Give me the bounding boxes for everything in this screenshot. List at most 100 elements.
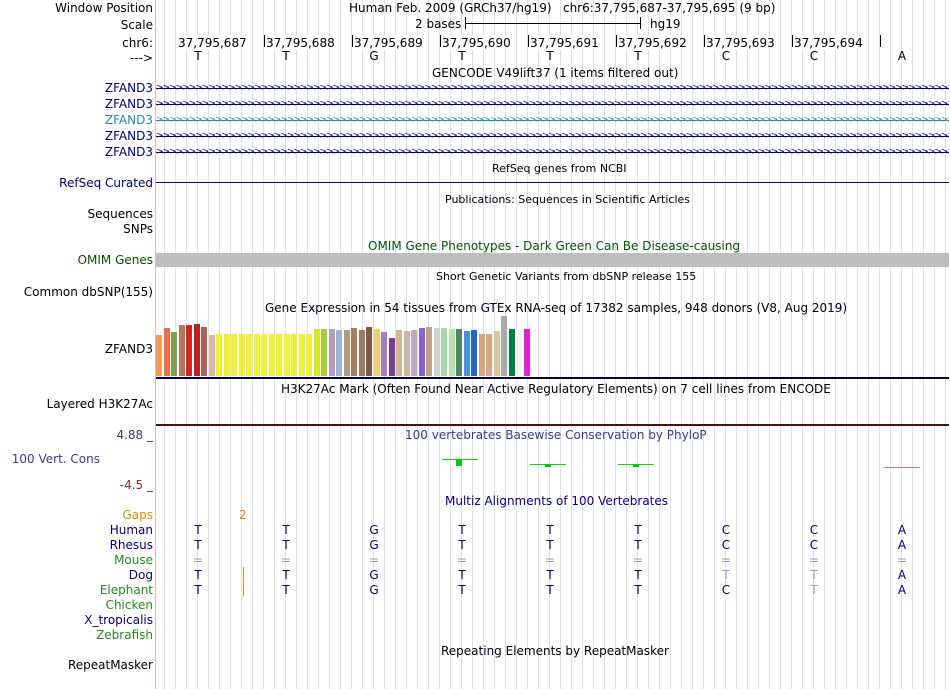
gtex-tissue-bar[interactable] [433,328,440,376]
gencode-item-label[interactable]: ZFAND3 [104,113,153,127]
species-label-rhesus[interactable]: Rhesus [109,538,153,552]
gtex-tissue-bar[interactable] [201,327,207,376]
gtex-tissue-bar[interactable] [336,330,342,376]
gtex-tissue-bar[interactable] [471,330,477,376]
gtex-tissue-bar[interactable] [403,331,410,376]
gtex-tissue-bar[interactable] [313,329,320,376]
phylop-label[interactable]: 100 Vert. Cons [11,452,100,466]
gtex-tissue-bar[interactable] [283,334,290,376]
gtex-tissue-bar[interactable] [163,328,170,376]
gtex-tissue-bar[interactable] [343,330,350,376]
gtex-tissue-bar[interactable] [261,334,267,376]
gtex-tissue-bar[interactable] [448,329,455,376]
gtex-tissue-bar[interactable] [396,330,402,376]
refseq-gene-line[interactable] [156,182,949,183]
assembly-title[interactable]: Human Feb. 2009 (GRCh37/hg19) chr6:37,79… [349,1,775,15]
gtex-tissue-bar[interactable] [268,334,275,376]
species-label-chicken[interactable]: Chicken [105,598,153,612]
gtex-tissue-bar[interactable] [216,334,222,376]
gtex-tissue-bar[interactable] [508,329,515,376]
alignment-base: G [369,523,379,537]
gtex-bar-chart[interactable] [156,316,556,376]
gencode-gene-line[interactable] [156,104,949,105]
gencode-item-label[interactable]: ZFAND3 [104,81,153,95]
grid-line [582,0,583,689]
gencode-strand-chevrons: >>>>>>>>>>>>>>>>>>>>>>>>>>>>>>>>>>>>>>>>… [156,131,949,141]
species-label-zebrafish[interactable]: Zebrafish [96,628,153,642]
multiz-title[interactable]: Multiz Alignments of 100 Vertebrates [445,494,669,508]
refseq-label[interactable]: RefSeq Curated [59,176,153,190]
gtex-tissue-bar[interactable] [186,325,192,376]
gtex-tissue-bar[interactable] [373,329,380,376]
gencode-item-label[interactable]: ZFAND3 [104,97,153,111]
phylop-max: 4.88 _ [116,428,153,442]
gtex-label[interactable]: ZFAND3 [104,342,153,356]
gtex-tissue-bar[interactable] [246,334,252,376]
gtex-tissue-bar[interactable] [486,334,492,376]
gtex-tissue-bar[interactable] [426,327,432,376]
gtex-tissue-bar[interactable] [291,334,297,376]
refseq-title[interactable]: RefSeq genes from NCBI [492,162,627,175]
grid-line [758,0,759,689]
dbsnp-label[interactable]: Common dbSNP(155) [23,285,153,299]
gtex-tissue-bar[interactable] [478,334,485,376]
gencode-gene-line[interactable] [156,120,949,121]
gtex-tissue-bar[interactable] [238,334,245,376]
gtex-tissue-bar[interactable] [306,334,312,376]
publications-title[interactable]: Publications: Sequences in Scientific Ar… [445,193,690,206]
gencode-item-label[interactable]: ZFAND3 [104,145,153,159]
gtex-tissue-bar[interactable] [523,329,530,376]
gtex-tissue-bar[interactable] [321,329,327,376]
species-label-human[interactable]: Human [109,523,153,537]
gtex-tissue-bar[interactable] [328,329,335,376]
gtex-tissue-bar[interactable] [171,332,177,376]
gtex-tissue-bar[interactable] [381,332,387,376]
omim-gene-bar[interactable] [156,253,949,267]
gtex-tissue-bar[interactable] [358,330,365,376]
repeatmasker-title[interactable]: Repeating Elements by RepeatMasker [441,644,669,658]
gtex-tissue-bar[interactable] [411,330,417,376]
gtex-tissue-bar[interactable] [253,334,260,376]
gtex-tissue-bar[interactable] [178,325,185,376]
gtex-tissue-bar[interactable] [441,328,447,376]
gtex-tissue-bar[interactable] [276,334,282,376]
species-label-dog[interactable]: Dog [128,568,153,582]
gtex-tissue-bar[interactable] [418,328,425,376]
species-label-elephant[interactable]: Elephant [99,583,153,597]
h3k27ac-label[interactable]: Layered H3K27Ac [46,397,153,411]
omim-title[interactable]: OMIM Gene Phenotypes - Dark Green Can Be… [368,239,741,253]
gtex-tissue-bar[interactable] [501,316,507,376]
ruler-label: 37,795,693 [706,36,777,50]
snps-label[interactable]: SNPs [123,222,153,236]
gencode-item-label[interactable]: ZFAND3 [104,129,153,143]
species-label-x_tropicalis[interactable]: X_tropicalis [84,613,153,627]
gtex-tissue-bar[interactable] [366,327,372,376]
gtex-tissue-bar[interactable] [298,334,305,376]
gaps-label[interactable]: Gaps [122,508,153,522]
gencode-gene-line[interactable] [156,136,949,137]
gencode-gene-line[interactable] [156,88,949,89]
gtex-tissue-bar[interactable] [493,331,500,376]
gtex-tissue-bar[interactable] [351,328,357,376]
gtex-title[interactable]: Gene Expression in 54 tissues from GTEx … [265,301,848,315]
gtex-tissue-bar[interactable] [231,334,237,376]
grid-line [626,0,627,689]
gtex-tissue-bar[interactable] [388,338,395,376]
gencode-gene-line[interactable] [156,152,949,153]
h3k27ac-title[interactable]: H3K27Ac Mark (Often Found Near Active Re… [281,382,831,396]
species-label-mouse[interactable]: Mouse [114,553,153,567]
grid-line [648,0,649,689]
phylop-title[interactable]: 100 vertebrates Basewise Conservation by… [405,428,707,442]
gtex-tissue-bar[interactable] [208,335,215,376]
omim-label[interactable]: OMIM Genes [77,253,153,267]
gtex-tissue-bar[interactable] [463,331,470,376]
gtex-tissue-bar[interactable] [456,329,462,376]
gtex-tissue-bar[interactable] [223,334,230,376]
gtex-tissue-bar[interactable] [193,324,200,376]
gencode-title[interactable]: GENCODE V49lift37 (1 items filtered out) [432,66,679,80]
dbsnp-title[interactable]: Short Genetic Variants from dbSNP releas… [436,270,697,283]
gtex-tissue-bar[interactable] [156,335,162,376]
gtex-tissue-bar[interactable] [516,329,522,376]
sequences-label[interactable]: Sequences [87,207,153,221]
repeatmasker-label[interactable]: RepeatMasker [67,658,153,672]
